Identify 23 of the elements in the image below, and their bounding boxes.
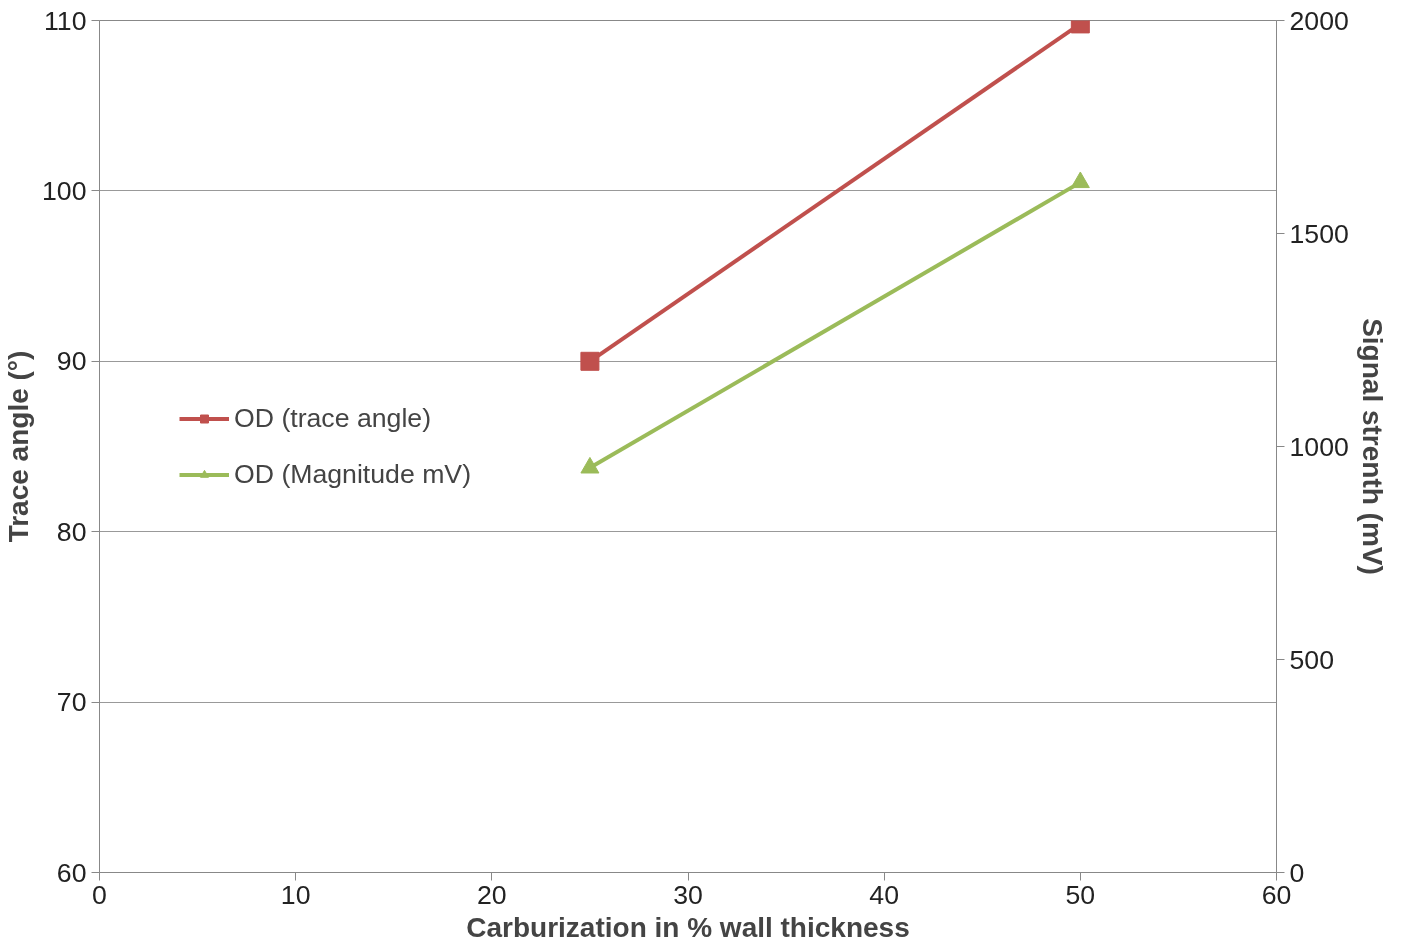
- y2-tick-label: 1500: [1289, 218, 1349, 249]
- x-tick-label: 20: [477, 879, 507, 910]
- y-tick-label: 90: [56, 346, 87, 377]
- y-tick-label: 60: [56, 857, 87, 888]
- y2-tick-label: 0: [1289, 857, 1305, 888]
- y2-tick-label: 2000: [1289, 5, 1349, 36]
- y2-tick-label: 1000: [1289, 431, 1349, 462]
- legend-label: OD (Magnitude mV): [234, 458, 472, 490]
- x-tick-label: 50: [1065, 879, 1096, 910]
- y-axis-title: Trace angle (°): [3, 350, 35, 543]
- x-tick-label: 60: [1261, 879, 1292, 910]
- x-tick-label: 30: [673, 879, 703, 910]
- x-tick-label: 10: [280, 879, 311, 910]
- y-tick-label: 100: [42, 175, 87, 206]
- x-tick-label: 40: [869, 879, 899, 910]
- y-tick-label: 70: [56, 687, 87, 718]
- legend-label: OD (trace angle): [234, 402, 432, 434]
- x-axis-title: Carburization in % wall thickness: [466, 911, 910, 943]
- y-tick-label: 110: [44, 5, 87, 36]
- y-tick-label: 80: [56, 516, 87, 547]
- y2-tick-label: 500: [1289, 644, 1334, 675]
- x-tick-label: 0: [92, 879, 107, 910]
- y2-axis-title: Signal strenth (mV): [1356, 318, 1388, 575]
